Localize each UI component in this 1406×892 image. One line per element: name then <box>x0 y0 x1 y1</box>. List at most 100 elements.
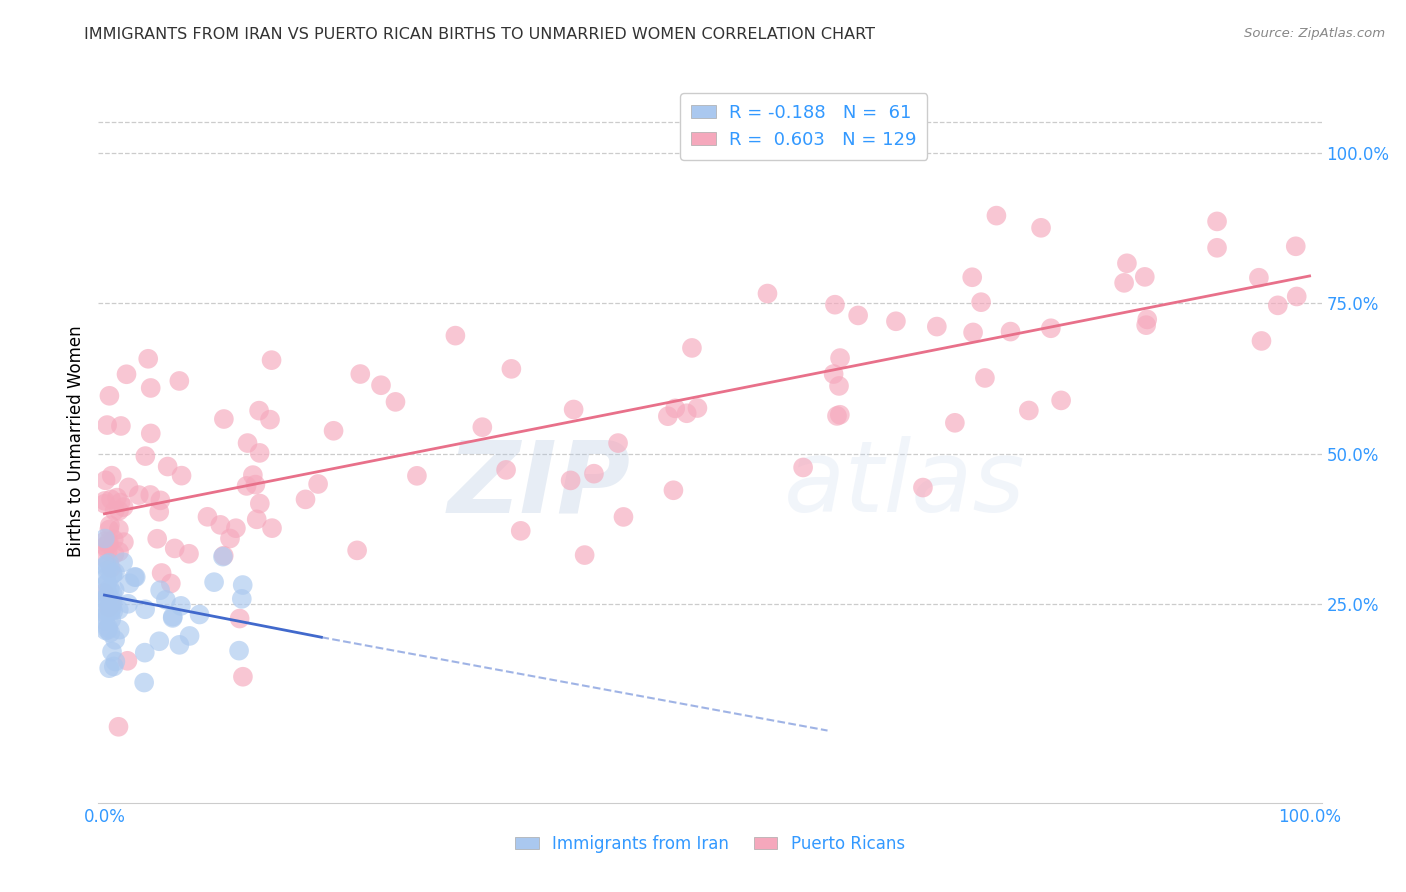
Point <box>96 558 118 572</box>
Point <box>112 500 135 514</box>
Point <box>846 309 869 323</box>
Point <box>125 570 148 584</box>
Point <box>406 468 429 483</box>
Point <box>1285 289 1308 303</box>
Point <box>231 591 253 606</box>
Point <box>828 351 851 365</box>
Point <box>124 570 146 584</box>
Point <box>664 401 686 416</box>
Point <box>235 479 257 493</box>
Point <box>236 436 259 450</box>
Point <box>163 541 186 556</box>
Point <box>1136 312 1159 326</box>
Point <box>943 416 966 430</box>
Point <box>93 585 115 599</box>
Point <box>96 418 118 433</box>
Point <box>1039 321 1062 335</box>
Point <box>97 623 120 637</box>
Point <box>828 408 851 422</box>
Point <box>322 424 344 438</box>
Point <box>349 367 371 381</box>
Point <box>756 286 779 301</box>
Point <box>170 468 193 483</box>
Point <box>110 495 132 509</box>
Point <box>242 468 264 483</box>
Point <box>232 578 254 592</box>
Point <box>103 504 125 518</box>
Text: atlas: atlas <box>783 436 1025 533</box>
Point <box>94 570 117 584</box>
Point <box>98 523 121 537</box>
Point <box>232 670 254 684</box>
Point <box>574 548 596 562</box>
Point <box>96 586 118 600</box>
Point <box>974 371 997 385</box>
Point <box>607 436 630 450</box>
Point <box>1206 241 1229 255</box>
Point <box>97 535 120 549</box>
Point <box>97 621 120 635</box>
Point <box>112 555 135 569</box>
Point <box>225 521 247 535</box>
Point <box>96 576 118 591</box>
Point <box>209 517 232 532</box>
Point <box>97 543 120 558</box>
Point <box>104 582 127 597</box>
Point <box>118 576 141 591</box>
Point <box>105 491 128 505</box>
Point <box>970 295 993 310</box>
Point <box>249 446 271 460</box>
Point <box>107 603 129 617</box>
Point <box>501 362 523 376</box>
Point <box>149 493 172 508</box>
Point <box>93 497 115 511</box>
Point <box>1050 393 1073 408</box>
Point <box>94 604 117 618</box>
Point <box>1206 214 1229 228</box>
Point <box>100 605 122 619</box>
Point <box>108 623 131 637</box>
Point <box>94 559 117 574</box>
Point <box>96 564 118 578</box>
Point <box>294 492 316 507</box>
Point <box>117 480 139 494</box>
Point <box>98 661 121 675</box>
Point <box>228 611 250 625</box>
Point <box>160 576 183 591</box>
Point <box>148 634 170 648</box>
Point <box>98 389 121 403</box>
Point <box>1018 403 1040 417</box>
Point <box>188 607 211 622</box>
Point <box>1114 276 1136 290</box>
Point <box>212 412 235 426</box>
Point <box>1247 270 1270 285</box>
Point <box>101 586 124 600</box>
Point <box>104 566 127 580</box>
Point <box>98 518 121 533</box>
Point <box>136 351 159 366</box>
Point <box>612 510 634 524</box>
Point <box>134 602 156 616</box>
Point <box>1135 318 1157 333</box>
Point <box>134 449 156 463</box>
Point <box>444 328 467 343</box>
Point <box>686 401 709 415</box>
Point <box>823 367 845 381</box>
Point <box>93 550 115 565</box>
Point <box>219 532 242 546</box>
Point <box>792 460 814 475</box>
Point <box>103 547 125 561</box>
Point <box>134 675 156 690</box>
Point <box>960 270 983 285</box>
Point <box>94 591 117 606</box>
Point <box>156 459 179 474</box>
Point <box>1000 325 1022 339</box>
Point <box>117 597 139 611</box>
Point <box>128 488 150 502</box>
Point <box>177 547 200 561</box>
Point <box>681 341 703 355</box>
Point <box>117 654 139 668</box>
Point <box>97 600 120 615</box>
Point <box>962 326 984 340</box>
Point <box>662 483 685 498</box>
